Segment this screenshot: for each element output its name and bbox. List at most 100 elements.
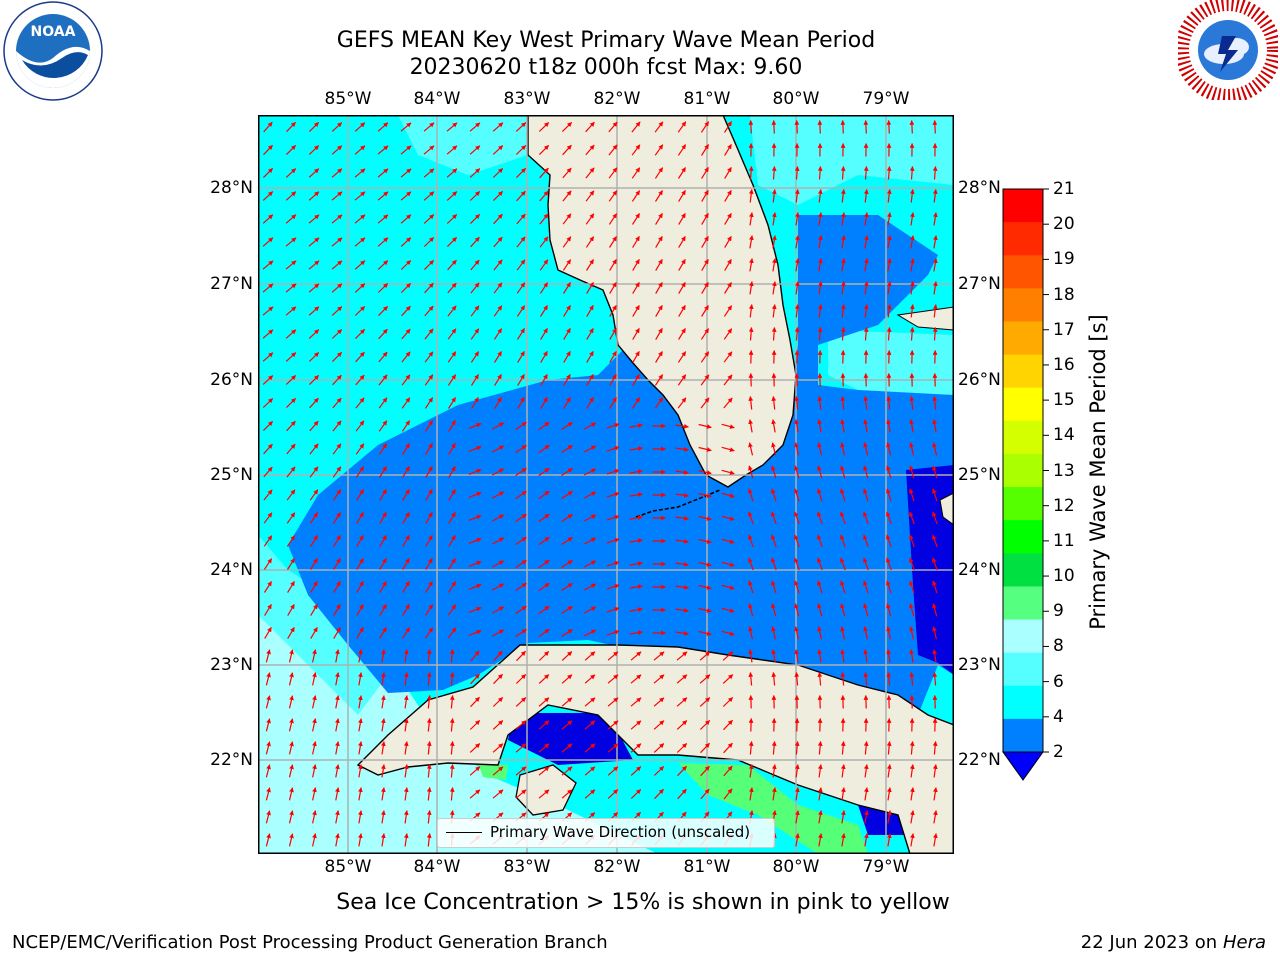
wave-arrow [288,787,294,801]
wave-arrow [425,442,433,455]
wave-arrow [932,672,938,686]
wave-arrow [817,672,823,686]
wave-arrow [538,559,550,569]
field-light-cyan-sw [258,535,388,715]
wave-arrow [470,282,480,294]
wave-arrow [586,304,594,317]
wave-arrow [400,260,412,270]
wave-arrow [335,810,340,824]
wave-arrow [538,651,550,661]
wave-arrow [676,697,688,707]
wave-arrow [424,305,434,317]
wave-arrow [629,423,643,428]
wave-arrow [700,144,710,156]
wave-arrow [608,236,618,248]
wave-arrow [840,442,846,456]
wave-arrow [840,189,846,203]
wave-arrow [630,766,642,776]
wave-arrow [817,626,822,640]
wave-arrow [494,396,502,409]
wave-arrow [630,743,642,753]
wave-arrow [721,446,735,452]
wave-arrow [909,787,915,801]
wave-arrow [561,697,573,707]
wave-arrow [515,444,527,454]
wave-arrow [426,649,432,663]
wave-arrow [721,538,735,544]
wave-arrow [540,373,548,386]
wave-arrow [863,511,869,525]
wave-arrow [538,513,550,523]
wave-arrow [377,168,389,178]
wave-arrow [748,603,754,617]
wave-arrow [446,214,458,224]
wave-arrow [356,534,364,547]
colorbar-tick-label: 2 [1053,742,1064,762]
wave-arrow [910,810,915,824]
wave-arrow [840,557,846,571]
wave-arrow [863,649,869,663]
wave-arrow [677,788,687,800]
wave-arrow [492,514,505,522]
wave-arrow [677,765,687,777]
colorbar-tick-label: 10 [1053,566,1075,587]
land-bahamas-east [939,492,954,526]
wave-arrow [909,626,914,640]
wave-arrow [748,166,754,180]
wave-arrow [771,488,777,502]
wave-arrow [794,212,800,226]
wave-arrow [817,419,822,433]
wave-arrow [910,258,915,272]
wave-arrow [748,327,754,341]
wave-arrow [585,121,595,133]
lon-tick-bottom: 85°W [324,857,372,877]
wave-arrow [586,281,594,294]
wave-arrow [886,465,892,479]
wave-arrow [331,145,343,155]
wave-arrow [584,720,596,730]
wave-arrow [677,374,687,386]
lat-tick-right: 24°N [958,560,1001,580]
wave-arrow [771,465,777,479]
wave-arrow [423,168,435,178]
wave-arrow [933,833,938,847]
wave-arrow [561,789,573,799]
wave-arrow [817,212,823,226]
wave-arrow [909,327,915,341]
wave-arrow [263,121,273,133]
wave-arrow [653,697,665,707]
wave-arrow [354,191,366,201]
wave-arrow [678,328,686,340]
wave-arrow [794,787,800,801]
wave-arrow [886,534,892,548]
wave-arrow [332,420,342,432]
wave-arrow [817,649,823,663]
wave-arrow [748,419,753,433]
wave-arrow [795,258,800,272]
legend-line [446,832,482,833]
wave-arrow [749,258,754,272]
wave-arrow [263,581,273,593]
wave-arrow [355,489,365,501]
wave-arrow [515,145,527,155]
wave-arrow [446,145,458,155]
chart-title: GEFS MEAN Key West Primary Wave Mean Per… [336,28,876,53]
wave-arrow [724,282,732,294]
wave-arrow [748,488,754,502]
wave-arrow [449,718,455,732]
wave-arrow [700,765,710,777]
wave-arrow [539,213,549,225]
wave-arrow [286,121,296,133]
wave-arrow [794,672,800,686]
wave-arrow [631,190,641,202]
wave-arrow [264,626,272,639]
field-light-cyan-east [828,330,954,405]
colorbar-segment [1003,487,1043,521]
wave-arrow [676,720,688,730]
wave-arrow [840,327,846,341]
wave-arrow [909,419,914,433]
wave-arrow [886,166,892,180]
wave-arrow [331,306,343,316]
colorbar-segment [1003,288,1043,322]
wave-arrow [606,515,620,521]
